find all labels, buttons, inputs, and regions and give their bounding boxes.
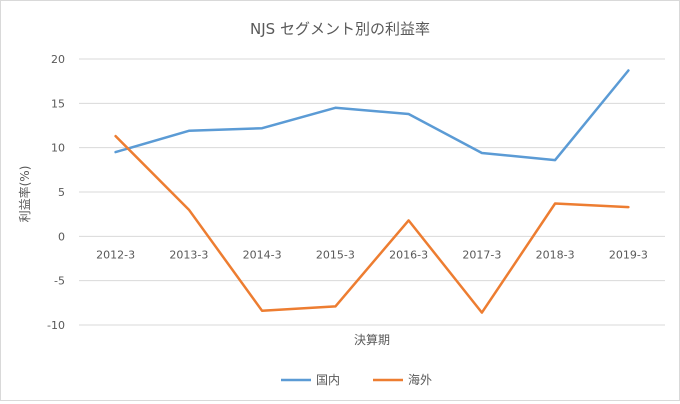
- x-tick-label: 2015-3: [316, 248, 355, 261]
- x-tick-label: 2019-3: [609, 248, 648, 261]
- y-tick-label: 0: [58, 230, 65, 243]
- x-tick-label: 2017-3: [462, 248, 501, 261]
- y-tick-label: -10: [47, 319, 65, 332]
- series-lines: [114, 69, 630, 314]
- chart-title: NJS セグメント別の利益率: [250, 20, 430, 38]
- x-tick-label: 2014-3: [243, 248, 282, 261]
- legend: 国内 海外: [281, 372, 432, 387]
- x-axis-label: 決算期: [354, 332, 390, 347]
- y-tick-label: -5: [54, 275, 65, 288]
- y-tick-label: 10: [51, 142, 65, 155]
- y-tick-label: 20: [51, 53, 65, 66]
- x-axis-ticks: 2012-3 2013-3 2014-3 2015-3 2016-3 2017-3 2018…: [96, 248, 648, 261]
- legend-label: 国内: [316, 373, 340, 387]
- x-tick-label: 2016-3: [389, 248, 428, 261]
- series-line-海外: [114, 134, 630, 314]
- y-axis-label: 利益率(%): [17, 166, 32, 223]
- y-tick-label: 15: [51, 97, 65, 110]
- grid-lines: [79, 58, 665, 326]
- series-line-国内: [114, 69, 630, 162]
- x-tick-label: 2012-3: [96, 248, 135, 261]
- x-tick-label: 2018-3: [536, 248, 575, 261]
- legend-label: 海外: [408, 372, 432, 387]
- y-tick-label: 5: [58, 186, 65, 199]
- x-tick-label: 2013-3: [169, 248, 208, 261]
- y-axis-ticks: 20 15 10 5 0 -5 -10: [47, 53, 65, 332]
